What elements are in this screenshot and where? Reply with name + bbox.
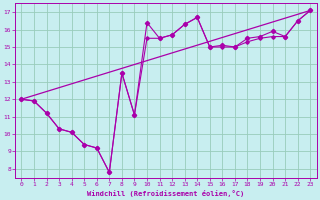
X-axis label: Windchill (Refroidissement éolien,°C): Windchill (Refroidissement éolien,°C) [87,190,244,197]
